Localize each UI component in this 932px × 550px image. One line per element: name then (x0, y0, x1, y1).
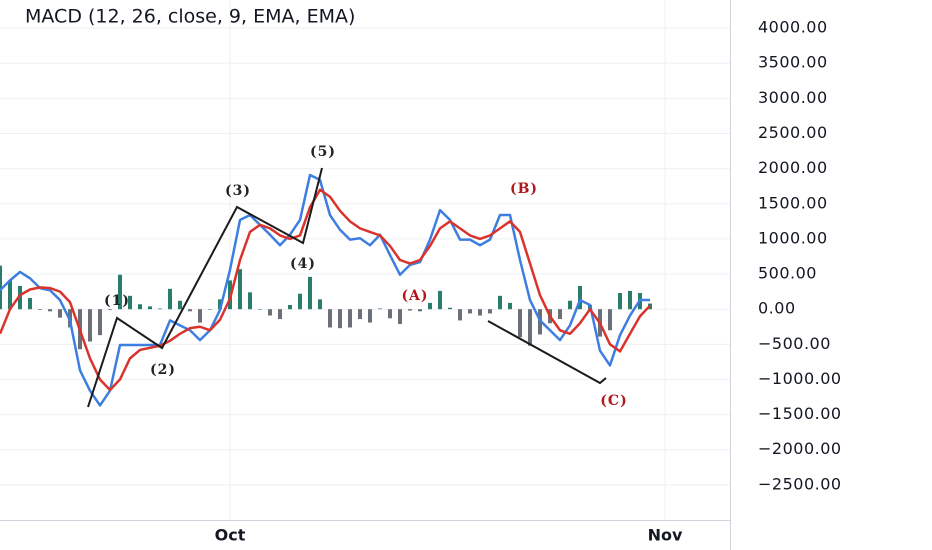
histogram-bar (328, 309, 332, 328)
corrective-wave (487, 320, 607, 385)
y-tick-label: −500.00 (758, 334, 831, 353)
histogram-bar (618, 293, 622, 310)
histogram-bar (298, 293, 302, 310)
histogram-bar (18, 286, 22, 310)
histogram-bar (518, 309, 522, 338)
histogram-bar (608, 309, 612, 331)
y-tick-label: 500.00 (758, 264, 817, 283)
histogram-bar (388, 309, 392, 319)
histogram (0, 265, 652, 350)
histogram-bar (408, 309, 412, 311)
histogram-bar (218, 299, 222, 310)
histogram-bar (628, 290, 632, 310)
histogram-bar (198, 309, 202, 323)
axes: −2500.00 −2000.00 −1500.00 −1000.00 −500.00 0… (215, 18, 842, 545)
histogram-bar (528, 309, 532, 346)
grid (0, 0, 730, 520)
histogram-bar (238, 269, 242, 310)
y-tick-label: −1000.00 (758, 369, 842, 388)
histogram-bar (438, 290, 442, 310)
histogram-bar (428, 302, 432, 310)
histogram-bar (448, 307, 452, 310)
y-tick-label: 3000.00 (758, 88, 828, 107)
histogram-bar (178, 300, 182, 310)
histogram-bar (578, 286, 582, 310)
histogram-bar (138, 304, 142, 310)
histogram-bar (88, 309, 92, 342)
histogram-bar (558, 309, 562, 320)
y-tick-label: 4000.00 (758, 18, 828, 37)
histogram-bar (148, 306, 152, 310)
y-tick-label: −1500.00 (758, 404, 842, 423)
histogram-bar (0, 265, 2, 310)
chart-title: MACD (12, 26, close, 9, EMA, EMA) (25, 6, 355, 28)
wave-label: (5) (310, 144, 336, 160)
y-tick-label: 3500.00 (758, 53, 828, 72)
annotations: (1) (2) (3) (4) (5) (A) (B) (C) (104, 144, 627, 409)
histogram-bar (498, 295, 502, 310)
histogram-bar (338, 309, 342, 329)
wave-label: (C) (600, 393, 627, 409)
histogram-bar (58, 309, 62, 318)
y-tick-label: −2000.00 (758, 439, 842, 458)
histogram-bar (98, 309, 102, 336)
histogram-bar (508, 302, 512, 310)
y-tick-label: 2000.00 (758, 158, 828, 177)
y-tick-label: 2500.00 (758, 123, 828, 142)
lines (0, 173, 651, 407)
histogram-bar (188, 309, 192, 312)
series-line (0, 173, 650, 407)
series-line (0, 188, 651, 392)
histogram-bar (158, 308, 162, 310)
wave-label: (1) (104, 293, 130, 309)
histogram-bar (308, 276, 312, 310)
histogram-bar (358, 309, 362, 320)
histogram-bar (48, 309, 52, 312)
histogram-bar (38, 309, 42, 310)
wave-label: (2) (150, 362, 176, 378)
y-tick-label: 0.00 (758, 299, 796, 318)
histogram-bar (208, 309, 212, 310)
histogram-bar (258, 309, 262, 310)
x-tick-label: Nov (648, 526, 683, 545)
histogram-bar (368, 309, 372, 323)
histogram-bar (468, 309, 472, 314)
histogram-bar (568, 300, 572, 310)
histogram-bar (398, 309, 402, 324)
wave-label: (4) (290, 256, 316, 272)
x-tick-label: Oct (215, 526, 246, 545)
y-tick-label: −2500.00 (758, 474, 842, 493)
histogram-bar (108, 309, 112, 310)
histogram-bar (418, 309, 422, 312)
y-tick-label: 1500.00 (758, 193, 828, 212)
histogram-bar (348, 309, 352, 328)
histogram-bar (118, 274, 122, 310)
histogram-bar (288, 304, 292, 310)
histogram-bar (478, 309, 482, 316)
wave-label: (A) (401, 288, 428, 304)
histogram-bar (278, 309, 282, 320)
wave-label: (3) (225, 183, 251, 199)
histogram-bar (28, 297, 32, 310)
impulse-wave (87, 167, 323, 408)
histogram-bar (128, 295, 132, 310)
histogram-bar (248, 292, 252, 310)
y-tick-label: 1000.00 (758, 228, 828, 247)
wave-lines (87, 167, 607, 408)
histogram-bar (318, 299, 322, 310)
histogram-bar (8, 280, 12, 310)
histogram-bar (458, 309, 462, 321)
histogram-bar (378, 308, 382, 310)
histogram-bar (488, 309, 492, 314)
wave-label: (B) (510, 181, 538, 197)
histogram-bar (168, 288, 172, 310)
histogram-bar (268, 309, 272, 316)
